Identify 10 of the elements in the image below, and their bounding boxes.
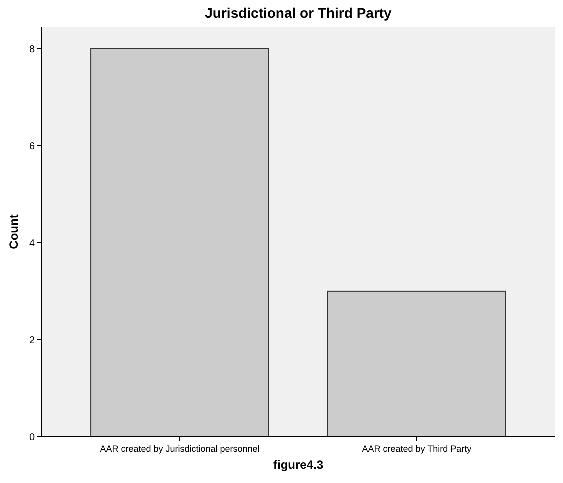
y-tick-label: 2: [29, 335, 36, 346]
y-tick-label: 6: [29, 141, 36, 152]
x-tick-label: AAR created by Jurisdictional personnel: [100, 444, 260, 454]
y-tick-label: 8: [29, 44, 36, 56]
y-tick-label: 4: [29, 238, 36, 250]
y-axis-title: Count: [7, 214, 21, 250]
y-tick-label: 0: [29, 432, 36, 444]
chart-title: Jurisdictional or Third Party: [205, 5, 392, 21]
x-axis-title: figure4.3: [273, 458, 324, 472]
x-tick-label: AAR created by Third Party: [362, 444, 472, 454]
